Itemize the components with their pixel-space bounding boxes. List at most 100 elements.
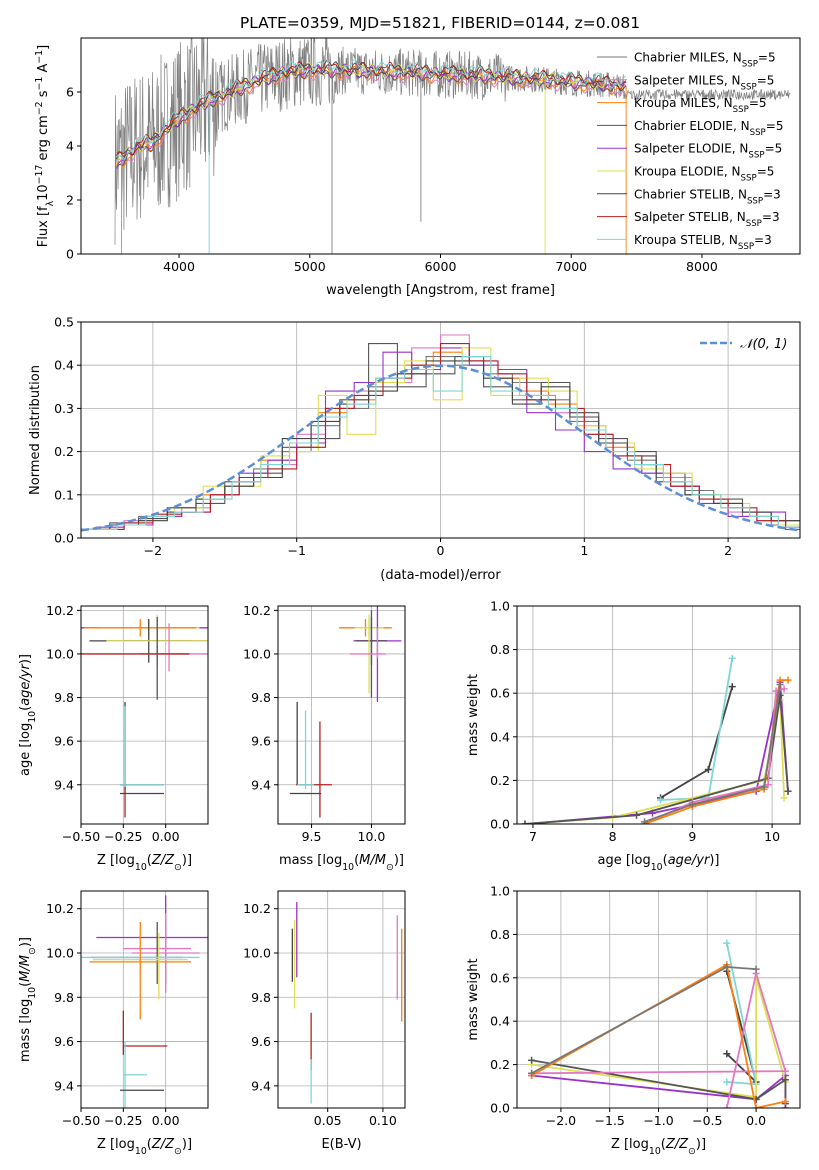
residuals-xtick-label: −1 xyxy=(287,543,305,558)
residuals-x-axis-label: (data-model)/error xyxy=(380,568,501,583)
histogram-series xyxy=(88,351,800,530)
mass-vs-Z-ytick-label: 9.6 xyxy=(54,1034,74,1049)
weight-point-marker xyxy=(723,939,731,947)
age-vs-Z-ytick-label: 9.6 xyxy=(54,734,74,749)
mass-vs-Z-y-axis-label: mass [log10(M/M⊙)] xyxy=(18,937,38,1062)
weight-vs-Z-xtick-label: −2.0 xyxy=(546,1113,576,1128)
weight-vs-Z-xtick-label: −1.0 xyxy=(643,1113,673,1128)
weight-point-marker xyxy=(781,1067,789,1075)
residuals-ytick-label: 0.2 xyxy=(54,444,74,459)
weight-vs-Z-ytick-label: 0.0 xyxy=(490,1101,510,1116)
residuals-ytick-label: 0.4 xyxy=(54,358,74,373)
age-vs-Z-x-axis-label: Z [log10(Z/Z⊙)] xyxy=(97,853,192,873)
mass-vs-ebv-x-axis-label: E(B-V) xyxy=(321,1137,361,1152)
mass-vs-ebv-plot-area xyxy=(291,902,403,1104)
weight-point-marker xyxy=(704,766,712,773)
legend-label: Kroupa MILES, NSSP=5 xyxy=(634,96,767,115)
age-vs-mass-ytick-label: 9.6 xyxy=(251,734,271,749)
mass-vs-Z-xtick-label: −0.25 xyxy=(104,1113,142,1128)
age-vs-Z-axes: −0.50 −0.25 0.00 9.4 9.6 9.8 10.0 10.2 xyxy=(46,603,209,844)
weight-vs-Z-ytick-label: 0.8 xyxy=(490,927,510,942)
weight-point-marker xyxy=(656,796,664,804)
weight-point-marker xyxy=(752,1104,760,1108)
spectrum-ytick-label: 0 xyxy=(66,247,74,262)
weight-vs-Z-plot-area xyxy=(528,939,789,1108)
spectrum-xtick-label: 5000 xyxy=(294,259,326,274)
mass-vs-ebv-ytick-label: 9.4 xyxy=(251,1078,271,1093)
age-vs-mass-ytick-label: 10.0 xyxy=(243,646,271,661)
legend-label: Salpeter STELIB, NSSP=3 xyxy=(634,210,780,229)
weight-vs-age-x-axis-label: age [log10(age/yr)] xyxy=(597,853,719,873)
age-vs-Z-xtick-label: −0.50 xyxy=(62,829,100,844)
model-spectrum-line xyxy=(115,61,627,165)
observed-spectrum-line xyxy=(114,38,791,245)
weight-point-marker xyxy=(776,680,784,688)
weight-point-marker xyxy=(688,800,696,808)
weight-vs-Z-y-axis-label: mass weight xyxy=(466,958,481,1040)
mass-vs-Z-frame xyxy=(80,890,209,1109)
weight-point-marker xyxy=(728,683,736,691)
weight-point-marker xyxy=(521,820,529,824)
weight-vs-Z-ytick-label: 1.0 xyxy=(490,884,510,899)
weight-point-marker xyxy=(723,1050,731,1058)
legend-label: 𝒩(0, 1) xyxy=(740,337,787,352)
weight-vs-age-xtick-label: 8 xyxy=(609,829,617,844)
weight-vs-age-ytick-label: 0.8 xyxy=(490,642,510,657)
weight-series-line xyxy=(644,684,781,823)
age-vs-Z-frame xyxy=(80,605,209,825)
age-vs-Z-ytick-label: 10.0 xyxy=(46,646,74,661)
legend-label: Salpeter MILES, NSSP=5 xyxy=(634,73,774,92)
legend-label: Kroupa ELODIE, NSSP=5 xyxy=(634,165,774,184)
weight-vs-age-xtick-label: 9 xyxy=(688,829,696,844)
weight-vs-age-axes: 7 8 9 10 0.0 0.2 0.4 0.6 0.8 1.0 xyxy=(490,599,801,844)
age-vs-mass-plot-area xyxy=(289,606,402,818)
residuals-xtick-label: −2 xyxy=(144,543,162,558)
weight-point-marker xyxy=(728,654,736,662)
spectrum-ytick-label: 4 xyxy=(66,139,74,154)
weight-vs-age-frame xyxy=(516,605,801,825)
weight-vs-Z-x-axis-label: Z [log10(Z/Z⊙)] xyxy=(611,1137,706,1157)
age-vs-mass-x-axis-label: mass [log10(M/M⊙)] xyxy=(279,853,404,873)
weight-point-marker xyxy=(764,781,772,789)
figure-title: PLATE=0359, MJD=51821, FIBERID=0144, z=0… xyxy=(240,14,640,32)
legend-label: Chabrier MILES, NSSP=5 xyxy=(634,51,776,70)
mass-vs-Z-ytick-label: 9.4 xyxy=(54,1078,74,1093)
mass-vs-Z-ytick-label: 10.2 xyxy=(46,901,74,916)
spectrum-xtick-label: 4000 xyxy=(163,259,195,274)
weight-vs-age-plot-area xyxy=(521,654,792,824)
weight-vs-Z-ytick-label: 0.2 xyxy=(490,1057,510,1072)
weight-vs-age-xtick-label: 10 xyxy=(764,829,780,844)
residuals-y-axis-label: Normed distribution xyxy=(28,365,43,495)
spectrum-axes: 4000 5000 6000 7000 8000 0 2 4 6 Chabrier MILES, … xyxy=(66,37,801,274)
weight-point-marker xyxy=(641,818,649,824)
age-vs-mass-xtick-label: 10.0 xyxy=(358,829,386,844)
mass-vs-Z-axes: −0.50 −0.25 0.00 9.4 9.6 9.8 10.0 10.2 xyxy=(46,890,209,1128)
normal-curve-line xyxy=(81,364,800,532)
weight-point-marker xyxy=(784,676,792,684)
weight-point-marker xyxy=(780,794,788,802)
model-spectrum-line xyxy=(115,61,627,160)
weight-vs-Z-xtick-label: −1.5 xyxy=(595,1113,625,1128)
age-vs-mass-frame xyxy=(277,605,406,825)
histogram-series xyxy=(88,347,800,530)
weight-point-marker xyxy=(752,965,760,973)
weight-point-marker xyxy=(528,1069,536,1077)
spectrum-plot-area xyxy=(114,38,791,254)
spectrum-x-axis-label: wavelength [Angstrom, rest frame] xyxy=(326,283,555,298)
weight-vs-age-xtick-label: 7 xyxy=(529,829,537,844)
legend-label: Salpeter ELODIE, NSSP=5 xyxy=(634,142,782,161)
weight-vs-age-ytick-label: 0.6 xyxy=(490,686,510,701)
spectrum-y-axis-label: Flux [fλ10−17 erg cm−2 s−1 A−1] xyxy=(34,45,56,247)
histogram-series xyxy=(88,356,800,530)
age-vs-Z-ytick-label: 9.8 xyxy=(54,690,74,705)
weight-point-marker xyxy=(760,783,768,791)
weight-series-line xyxy=(531,1059,787,1104)
age-vs-mass-xtick-label: 9.5 xyxy=(302,829,322,844)
weight-point-marker xyxy=(784,787,792,795)
legend-label: Chabrier STELIB, NSSP=3 xyxy=(634,187,781,206)
spectrum-xtick-label: 8000 xyxy=(686,259,718,274)
weight-vs-age-ytick-label: 0.0 xyxy=(490,817,510,832)
weight-vs-age-ytick-label: 1.0 xyxy=(490,599,510,614)
mass-vs-Z-plot-area xyxy=(81,895,208,1108)
